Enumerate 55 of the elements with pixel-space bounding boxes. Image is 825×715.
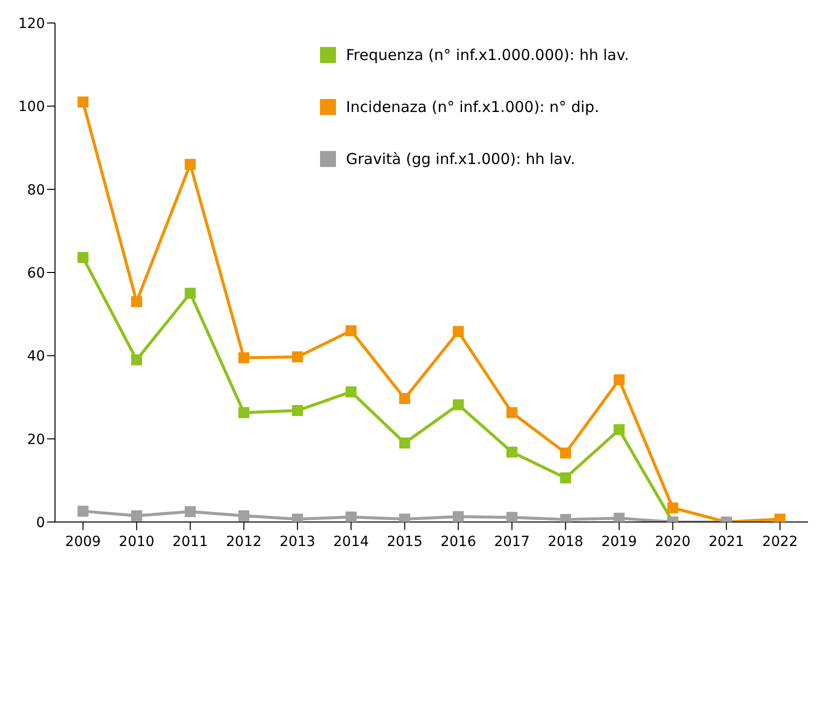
y-tick-label: 80 xyxy=(27,182,45,198)
point xyxy=(238,352,250,364)
x-tick-label: 2016 xyxy=(440,534,476,550)
x-tick-label: 2017 xyxy=(494,534,530,550)
point xyxy=(238,510,250,522)
point xyxy=(78,96,88,108)
x-tick-label: 2019 xyxy=(601,534,637,550)
x-tick-label: 2020 xyxy=(654,534,691,550)
legend-label: Incidenaza (n° inf.x1.000): n° dip. xyxy=(346,98,600,116)
x-tick-label: 2010 xyxy=(118,534,154,550)
point xyxy=(184,288,196,299)
point xyxy=(346,386,357,398)
x-tick-label: 2022 xyxy=(762,534,798,550)
x-tick-label: 2014 xyxy=(333,534,369,550)
point xyxy=(506,446,518,458)
y-tick-label: 120 xyxy=(18,16,45,32)
point xyxy=(667,502,678,514)
y-tick-label: 60 xyxy=(27,265,45,282)
point xyxy=(184,158,196,170)
point xyxy=(614,512,625,522)
x-tick-label: 2021 xyxy=(708,534,744,550)
x-tick-label: 2018 xyxy=(548,534,584,550)
x-tick-label: 2013 xyxy=(280,534,316,550)
point xyxy=(292,351,303,362)
point xyxy=(131,510,142,522)
x-tick-label: 2011 xyxy=(172,534,208,550)
point xyxy=(560,447,572,458)
point xyxy=(184,506,196,518)
point xyxy=(238,407,250,418)
y-tick-label: 40 xyxy=(27,348,45,365)
x-tick-label: 2012 xyxy=(226,534,262,550)
point xyxy=(506,512,518,522)
y-tick-label: 0 xyxy=(36,514,45,531)
x-tick-label: 2015 xyxy=(386,534,423,550)
point xyxy=(614,424,625,436)
point xyxy=(614,374,625,386)
point xyxy=(452,399,464,410)
legend-label: Frequenza (n° inf.x1.000.000): hh lav. xyxy=(346,46,629,64)
point xyxy=(399,392,410,404)
point xyxy=(346,512,357,522)
x-tick-label: 2009 xyxy=(65,534,101,550)
y-tick-label: 20 xyxy=(27,432,45,448)
point xyxy=(399,437,410,448)
point xyxy=(292,405,303,416)
point xyxy=(506,407,518,418)
point xyxy=(560,472,572,484)
point xyxy=(131,296,142,308)
point xyxy=(78,506,88,517)
y-tick-label: 100 xyxy=(18,99,45,116)
point xyxy=(452,326,464,338)
point xyxy=(78,252,88,264)
point xyxy=(452,511,464,522)
point xyxy=(346,325,357,336)
legend-label: Gravità (gg inf.x1.000): hh lav. xyxy=(346,150,576,168)
point xyxy=(131,354,142,366)
